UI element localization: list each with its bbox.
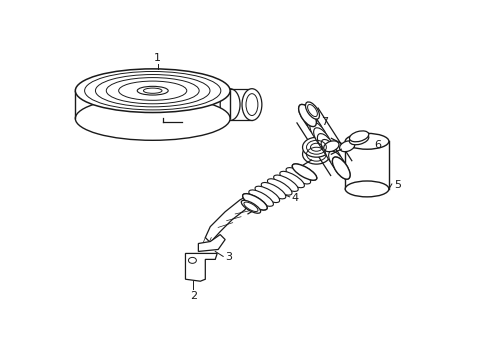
Ellipse shape	[243, 194, 267, 210]
Ellipse shape	[314, 128, 331, 150]
Ellipse shape	[345, 181, 389, 197]
Ellipse shape	[298, 104, 317, 127]
Ellipse shape	[332, 157, 350, 179]
Ellipse shape	[325, 145, 343, 167]
Ellipse shape	[119, 81, 187, 100]
Ellipse shape	[189, 257, 196, 264]
Ellipse shape	[305, 102, 319, 119]
Ellipse shape	[298, 104, 317, 127]
Text: 6: 6	[374, 140, 381, 150]
Ellipse shape	[75, 96, 230, 140]
Ellipse shape	[273, 175, 298, 192]
Ellipse shape	[329, 151, 346, 174]
Ellipse shape	[280, 171, 304, 188]
Ellipse shape	[96, 75, 210, 107]
Ellipse shape	[332, 157, 350, 179]
Text: 7: 7	[321, 117, 328, 127]
Ellipse shape	[249, 190, 273, 206]
Ellipse shape	[268, 179, 292, 195]
Ellipse shape	[302, 144, 330, 164]
Ellipse shape	[244, 202, 258, 212]
Ellipse shape	[220, 89, 240, 121]
Text: 4: 4	[292, 193, 299, 203]
Ellipse shape	[106, 78, 199, 104]
Ellipse shape	[261, 183, 286, 199]
Ellipse shape	[137, 86, 168, 95]
Ellipse shape	[345, 133, 389, 149]
Ellipse shape	[292, 164, 317, 180]
Ellipse shape	[321, 139, 339, 162]
Ellipse shape	[318, 134, 335, 156]
Ellipse shape	[255, 186, 280, 203]
Text: 2: 2	[190, 291, 197, 301]
Ellipse shape	[340, 141, 355, 152]
Ellipse shape	[292, 164, 317, 180]
Polygon shape	[185, 253, 217, 281]
Polygon shape	[205, 188, 275, 243]
Text: 5: 5	[394, 180, 401, 190]
Ellipse shape	[349, 134, 369, 145]
Ellipse shape	[302, 137, 330, 157]
Ellipse shape	[310, 122, 328, 144]
Text: 1: 1	[154, 53, 161, 63]
Text: 3: 3	[225, 252, 232, 262]
Ellipse shape	[242, 89, 262, 121]
Ellipse shape	[324, 141, 339, 152]
Ellipse shape	[241, 201, 261, 213]
Ellipse shape	[243, 194, 267, 210]
Ellipse shape	[144, 88, 162, 93]
Ellipse shape	[85, 72, 221, 110]
Polygon shape	[198, 235, 225, 251]
Ellipse shape	[286, 168, 311, 184]
Ellipse shape	[246, 94, 258, 116]
Ellipse shape	[302, 110, 320, 132]
Ellipse shape	[308, 104, 318, 117]
Ellipse shape	[349, 131, 369, 142]
Ellipse shape	[306, 116, 324, 138]
Ellipse shape	[75, 69, 230, 113]
